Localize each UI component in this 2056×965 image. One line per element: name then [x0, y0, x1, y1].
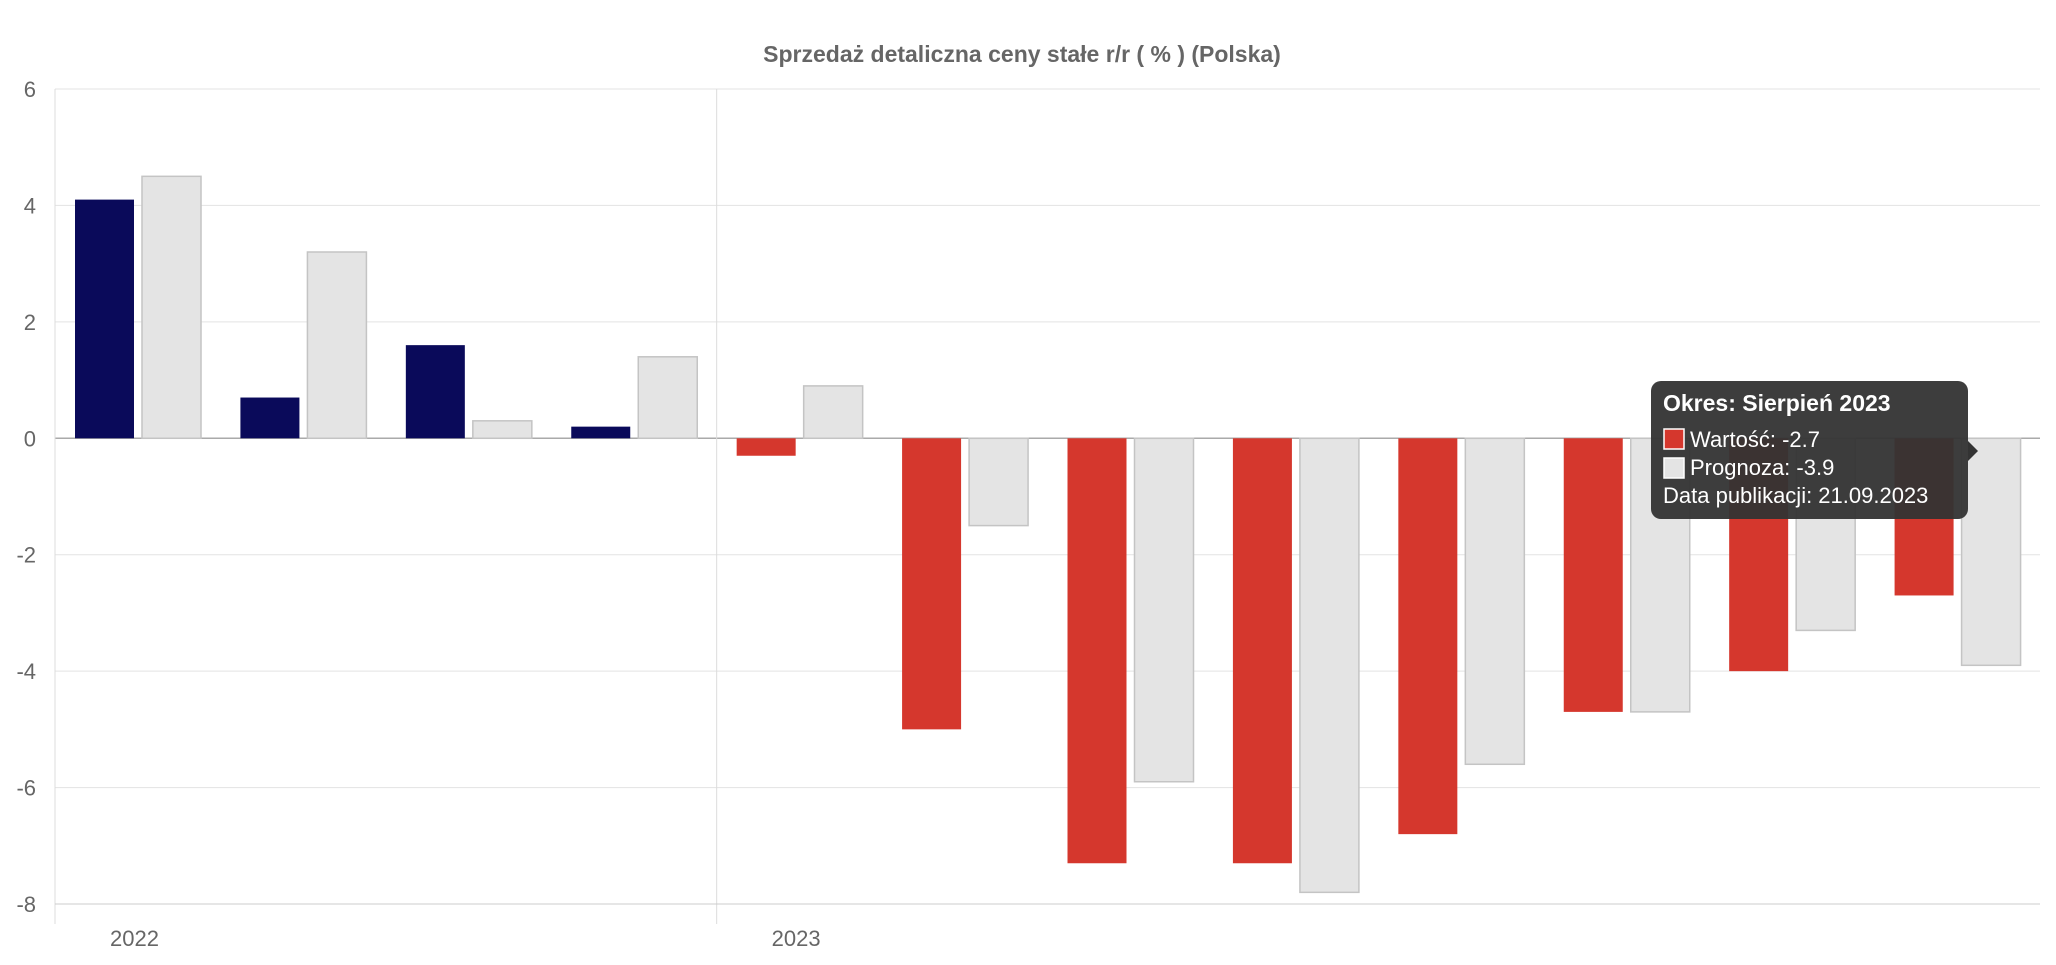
tooltip-value-swatch [1663, 428, 1685, 450]
value-bar[interactable] [1232, 438, 1292, 864]
forecast-bar[interactable] [141, 175, 202, 440]
forecast-bar[interactable] [1960, 437, 2022, 667]
value-bar[interactable] [75, 199, 134, 439]
forecast-bar[interactable] [306, 251, 368, 440]
y-tick-label: -6 [16, 776, 36, 801]
x-tick-label: 2022 [110, 926, 159, 951]
value-bar[interactable] [1563, 438, 1623, 712]
tooltip-box [1651, 381, 1968, 519]
bars-layer [75, 175, 2022, 894]
x-tick-label: 2023 [772, 926, 821, 951]
forecast-bar[interactable] [1299, 437, 1360, 894]
value-bar[interactable] [1398, 438, 1458, 835]
tooltip-value-line: Wartość: -2.7 [1690, 427, 1820, 452]
y-tick-label: -2 [16, 543, 36, 568]
value-bar[interactable] [902, 438, 962, 730]
forecast-bar[interactable] [802, 385, 864, 440]
tooltip-title: Okres: Sierpień 2023 [1663, 390, 1891, 416]
value-bar[interactable] [736, 438, 796, 456]
axis-layer: 6 4 2 0 -2 -4 -6 -8 2022 2023 [16, 77, 2040, 951]
y-tick-label: -8 [16, 892, 36, 917]
forecast-bar[interactable] [1133, 437, 1195, 783]
y-tick-label: -4 [16, 659, 36, 684]
forecast-bar[interactable] [637, 356, 698, 440]
forecast-bar[interactable] [1464, 437, 1526, 766]
tooltip-forecast-swatch [1663, 457, 1685, 479]
tooltip-publication-line: Data publikacji: 21.09.2023 [1663, 483, 1928, 508]
value-bar[interactable] [240, 397, 300, 439]
tooltip-forecast-line: Prognoza: -3.9 [1690, 455, 1834, 480]
value-bar[interactable] [405, 345, 465, 439]
chart-title: Sprzedaż detaliczna ceny stałe r/r ( % )… [763, 41, 1281, 67]
value-bar[interactable] [571, 426, 631, 439]
forecast-bar[interactable] [968, 437, 1029, 527]
tooltip-pointer [1968, 441, 1978, 461]
value-bar[interactable] [1067, 438, 1127, 864]
y-tick-label: 4 [24, 193, 36, 218]
forecast-bar[interactable] [472, 420, 533, 440]
y-tick-label: 2 [24, 310, 36, 335]
tooltip: Okres: Sierpień 2023 Wartość: -2.7 Prognoz… [1651, 381, 1978, 519]
y-tick-label: 0 [24, 426, 36, 451]
y-tick-label: 6 [24, 77, 36, 102]
